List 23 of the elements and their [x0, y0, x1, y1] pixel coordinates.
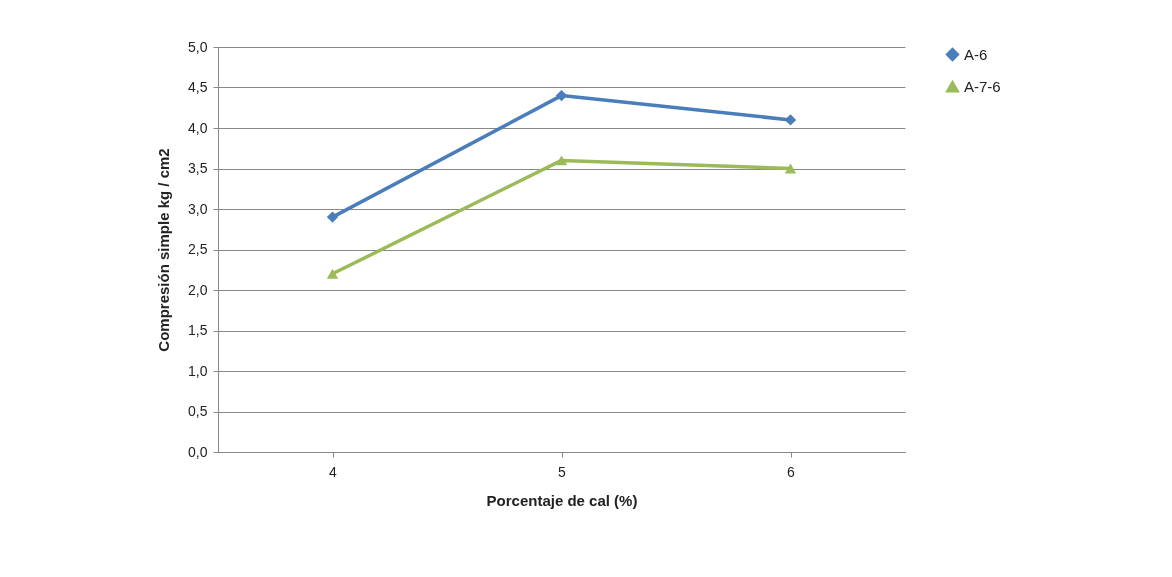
y-axis-title: Compresión simple kg / cm2	[155, 148, 173, 352]
y-tick-label: 1,5	[188, 322, 208, 338]
y-tick-label: 0,0	[188, 443, 208, 460]
y-tick-label: 4,5	[188, 79, 208, 95]
legend-label: A-6	[964, 45, 988, 63]
y-tick-label: 0,5	[188, 403, 208, 419]
point	[326, 211, 339, 223]
y-tick-label: 5,0	[188, 38, 208, 55]
y-tick-label: 4,0	[188, 119, 208, 136]
point	[555, 89, 568, 102]
point	[326, 268, 339, 279]
point	[784, 163, 797, 174]
y-tick-label: 3,0	[188, 200, 208, 217]
y-tick-label: 3,5	[188, 160, 208, 176]
x-axis-title: Porcentaje de cal (%)	[486, 491, 638, 509]
y-tick-label: 2,0	[188, 281, 208, 298]
y-tick-label: 1,0	[188, 362, 208, 379]
point	[555, 155, 568, 166]
x-tick-label: 4	[329, 463, 338, 480]
y-tick-label: 2,5	[188, 241, 208, 257]
x-tick-label: 6	[787, 463, 796, 480]
legend-label: A-7-6	[964, 77, 1001, 95]
x-tick-label: 5	[558, 463, 567, 480]
